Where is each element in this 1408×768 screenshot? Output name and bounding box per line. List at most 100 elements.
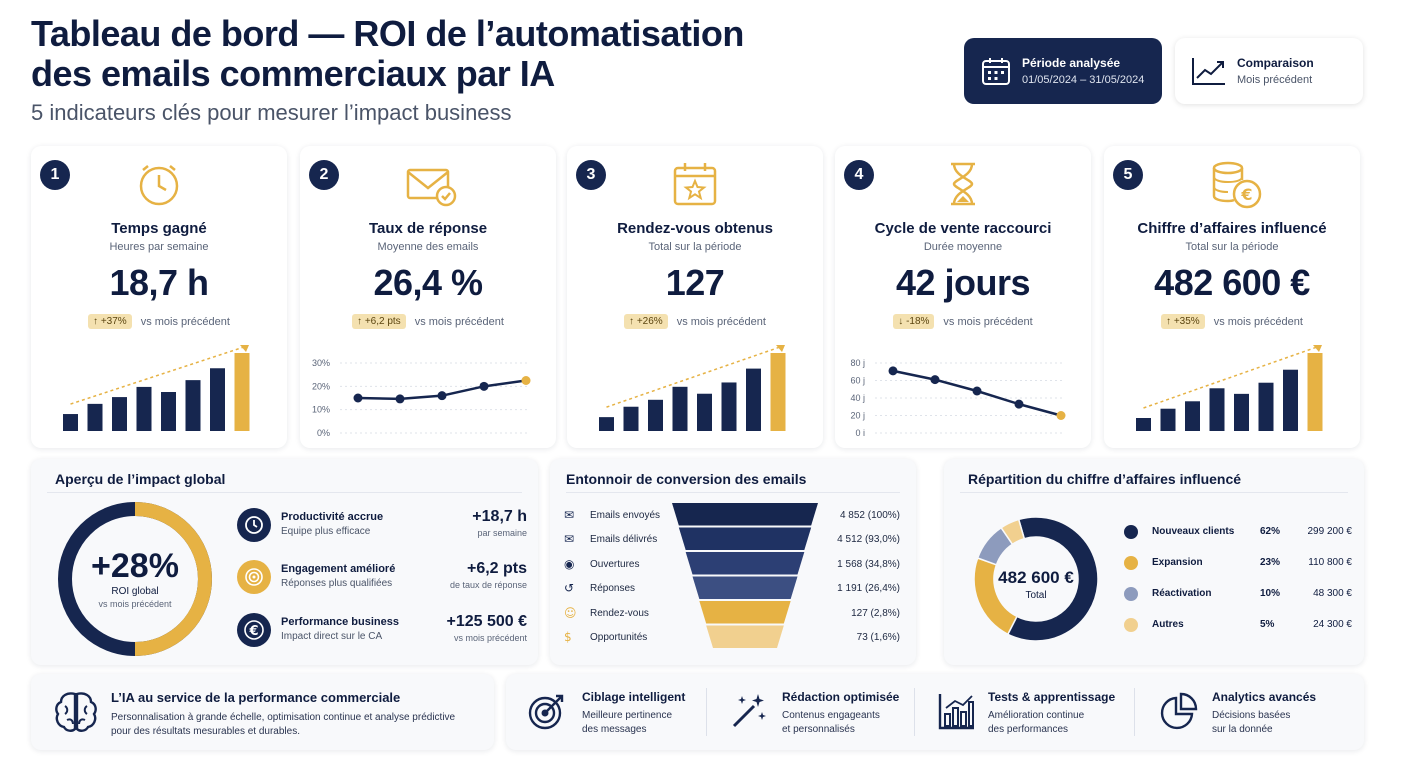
feature-line2: des messages bbox=[582, 724, 647, 735]
trend-arrow bbox=[776, 345, 785, 352]
magic-wand-icon bbox=[732, 694, 766, 728]
ai-banner-title: L’IA au service de la performance commer… bbox=[111, 690, 401, 705]
trend-line bbox=[606, 346, 781, 408]
kpi-card-revenue[interactable]: 5 € Chiffre d’affaires influencé Total s… bbox=[1104, 146, 1360, 448]
target-icon bbox=[528, 694, 564, 730]
legend-amount: 48 300 € bbox=[1313, 588, 1352, 599]
bar bbox=[1258, 382, 1274, 431]
bar bbox=[185, 380, 201, 431]
feature-title: Rédaction optimisée bbox=[782, 690, 900, 704]
kpi-title: Cycle de vente raccourci bbox=[874, 220, 1052, 237]
legend-pct: 5% bbox=[1260, 619, 1275, 630]
impact-desc: Impact direct sur le CA bbox=[281, 631, 383, 642]
feature-line2: des performances bbox=[988, 724, 1069, 735]
y-tick-label: 10% bbox=[312, 405, 330, 415]
data-point bbox=[521, 376, 531, 385]
handshake-icon: ☺ bbox=[564, 605, 577, 620]
data-point bbox=[888, 366, 898, 376]
envelope-icon: ✉ bbox=[564, 508, 575, 522]
bar bbox=[87, 403, 103, 431]
legend-name: Nouveaux clients bbox=[1152, 526, 1235, 537]
delta-badge: ↓ -18% bbox=[893, 314, 935, 329]
delta-badge: ↑ +37% bbox=[88, 314, 132, 329]
bar bbox=[112, 397, 127, 431]
funnel-row: ✉ Emails délivrés 4 512 (93,0%) bbox=[564, 531, 900, 551]
data-point bbox=[1014, 399, 1024, 409]
feature-targeting: Ciblage intelligent Meilleure pertinence… bbox=[528, 674, 728, 750]
bar bbox=[1136, 418, 1151, 431]
divider bbox=[47, 492, 522, 493]
svg-text:€: € bbox=[248, 624, 258, 639]
period-selector[interactable]: Période analysée 01/05/2024 – 31/05/2024 bbox=[964, 38, 1162, 104]
email-check-icon bbox=[406, 168, 457, 207]
revenue-total-label: Total bbox=[1025, 590, 1046, 601]
funnel-label: Emails envoyés bbox=[590, 510, 661, 521]
legend-amount: 110 800 € bbox=[1308, 557, 1352, 568]
kpi-card-sales-cycle[interactable]: 4 Cycle de vente raccourci Durée moyenne… bbox=[835, 146, 1091, 448]
roi-gauge-fill bbox=[134, 502, 212, 656]
y-tick-label: 0 j bbox=[855, 428, 865, 436]
legend-swatch bbox=[1124, 525, 1138, 539]
impact-value-sub: de taux de réponse bbox=[449, 580, 527, 590]
kpi-subtitle: Total sur la période bbox=[648, 241, 742, 253]
clock-icon bbox=[245, 516, 263, 534]
feature-line1: Contenus engageants bbox=[782, 710, 880, 721]
envelope-check-icon: ✉ bbox=[564, 532, 575, 547]
legend-swatch bbox=[1124, 556, 1138, 570]
roi-label: ROI global bbox=[111, 586, 158, 597]
kpi-card-response-rate[interactable]: 2 Taux de réponse Moyenne des emails 26,… bbox=[300, 146, 556, 448]
funnel-row: ◉ Ouvertures 1 568 (34,8%) bbox=[564, 556, 900, 576]
coins-euro-icon: € bbox=[1212, 161, 1262, 209]
legend-name: Réactivation bbox=[1152, 588, 1212, 599]
ai-banner: L’IA au service de la performance commer… bbox=[31, 674, 494, 750]
data-point bbox=[437, 391, 447, 401]
page-title-line2: des emails commerciaux par IA bbox=[31, 53, 555, 94]
impact-value-sub: vs mois précédent bbox=[453, 633, 527, 643]
funnel-label: Opportunités bbox=[590, 632, 648, 643]
bar-chart-icon bbox=[938, 694, 974, 730]
impact-label: Productivité accrue bbox=[281, 511, 384, 523]
y-tick-label: 40 j bbox=[850, 393, 865, 403]
funnel-value: 1 191 (26,4%) bbox=[837, 583, 900, 595]
feature-line2: sur la donnée bbox=[1212, 724, 1273, 735]
revenue-title: Répartition du chiffre d’affaires influe… bbox=[968, 471, 1242, 487]
legend-row: Réactivation 10% 48 300 € bbox=[1124, 585, 1352, 605]
kpi-number: 5 bbox=[1113, 160, 1143, 190]
comparison-selector[interactable]: Comparaison Mois précédent bbox=[1175, 38, 1363, 104]
kpi-number: 1 bbox=[40, 160, 70, 190]
bar bbox=[1307, 353, 1323, 431]
sales-cycle-chart: 80 j 60 j 40 j 20 j 0 j bbox=[850, 358, 1066, 436]
target-icon bbox=[245, 568, 263, 586]
impact-value-sub: par semaine bbox=[477, 528, 527, 538]
revenue-total: 482 600 € bbox=[998, 568, 1074, 587]
bar bbox=[210, 368, 225, 431]
legend-name: Expansion bbox=[1152, 557, 1203, 568]
bar bbox=[234, 353, 250, 431]
divider bbox=[706, 688, 707, 736]
kpi-title: Rendez-vous obtenus bbox=[617, 220, 773, 237]
funnel-label: Réponses bbox=[590, 583, 636, 595]
legend-swatch bbox=[1124, 618, 1138, 632]
legend-pct: 62% bbox=[1260, 526, 1281, 537]
bar bbox=[161, 392, 176, 431]
data-point bbox=[353, 393, 363, 403]
feature-title: Tests & apprentissage bbox=[988, 690, 1116, 704]
feature-line1: Décisions basées bbox=[1212, 710, 1291, 721]
funnel-stage bbox=[692, 576, 798, 599]
delta-suffix: vs mois précédent bbox=[1213, 315, 1303, 328]
kpi-card-meetings[interactable]: 3 Rendez-vous obtenus Total sur la pério… bbox=[567, 146, 823, 448]
funnel-value: 1 568 (34,8%) bbox=[837, 558, 900, 570]
ai-banner-desc-line2: pour des résultats mesurables et durable… bbox=[111, 726, 300, 737]
funnel-row: ✉ Emails envoyés 4 852 (100%) bbox=[564, 507, 900, 527]
bar bbox=[697, 393, 712, 431]
funnel-label: Ouvertures bbox=[590, 558, 640, 570]
kpi-number: 2 bbox=[309, 160, 339, 190]
kpi-title: Taux de réponse bbox=[368, 220, 488, 237]
impact-title: Aperçu de l’impact global bbox=[55, 471, 226, 487]
kpi-card-time-saved[interactable]: 1 Temps gagné Heures par semaine 18,7 h … bbox=[31, 146, 287, 448]
funnel-stage bbox=[678, 527, 812, 550]
feature-title: Analytics avancés bbox=[1212, 690, 1317, 704]
meetings-chart bbox=[599, 345, 786, 431]
divider bbox=[914, 688, 915, 736]
kpi-number: 3 bbox=[576, 160, 606, 190]
